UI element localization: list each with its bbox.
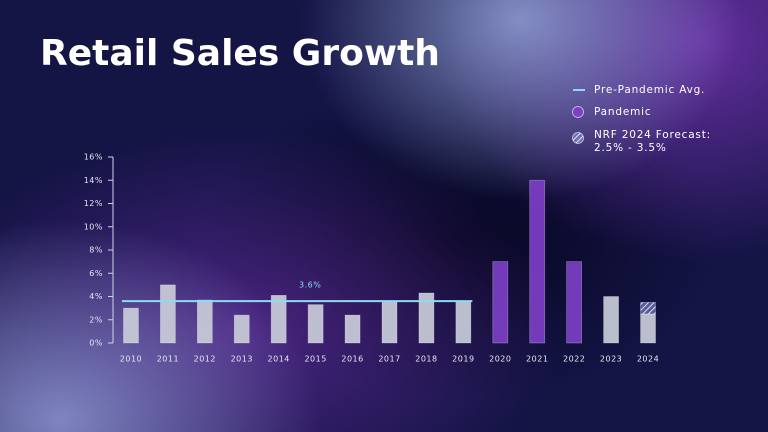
bar — [492, 261, 509, 344]
y-tick-label: 6% — [89, 269, 103, 278]
x-tick-label: 2020 — [489, 355, 511, 364]
reference-label: 3.6% — [299, 281, 321, 290]
legend-swatch — [572, 132, 584, 144]
bar — [196, 299, 213, 344]
x-tick-label: 2018 — [415, 355, 437, 364]
x-tick-label: 2015 — [304, 355, 326, 364]
bar — [270, 294, 287, 344]
x-tick-label: 2024 — [637, 355, 659, 364]
chart-title: Retail Sales Growth — [40, 33, 440, 74]
x-tick-label: 2016 — [341, 355, 363, 364]
bar — [640, 313, 656, 344]
legend-label: NRF 2024 Forecast: — [594, 129, 711, 141]
y-tick-label: 0% — [89, 339, 103, 348]
x-tick-label: 2019 — [452, 355, 474, 364]
bar — [307, 304, 324, 344]
x-tick-label: 2013 — [231, 355, 253, 364]
legend-label: Pandemic — [594, 106, 651, 118]
bar — [418, 292, 435, 344]
x-tick-label: 2022 — [563, 355, 585, 364]
bar — [160, 284, 176, 344]
y-tick-label: 10% — [84, 222, 103, 231]
y-tick-label: 14% — [84, 176, 103, 185]
x-tick-label: 2011 — [157, 355, 179, 364]
x-tick-label: 2014 — [268, 355, 290, 364]
bar — [529, 179, 546, 344]
x-tick-label: 2012 — [194, 355, 216, 364]
y-tick-label: 2% — [89, 315, 103, 324]
y-tick-label: 12% — [84, 199, 103, 208]
x-tick-label: 2023 — [600, 355, 622, 364]
y-tick-label: 4% — [89, 292, 103, 301]
bar — [603, 296, 619, 344]
y-tick-label: 16% — [84, 153, 103, 162]
bar — [123, 307, 139, 344]
x-tick-label: 2021 — [526, 355, 548, 364]
bar — [566, 261, 583, 344]
legend-label: Pre-Pandemic Avg. — [594, 84, 705, 96]
legend-note: 2.5% - 3.5% — [594, 142, 667, 154]
bar — [344, 314, 361, 344]
x-tick-label: 2010 — [120, 355, 142, 364]
legend-swatch — [572, 106, 584, 118]
bar — [640, 301, 656, 315]
x-tick-label: 2017 — [378, 355, 400, 364]
y-tick-label: 8% — [89, 246, 103, 255]
bar — [455, 300, 472, 344]
bar — [381, 300, 398, 344]
bar — [233, 314, 250, 344]
